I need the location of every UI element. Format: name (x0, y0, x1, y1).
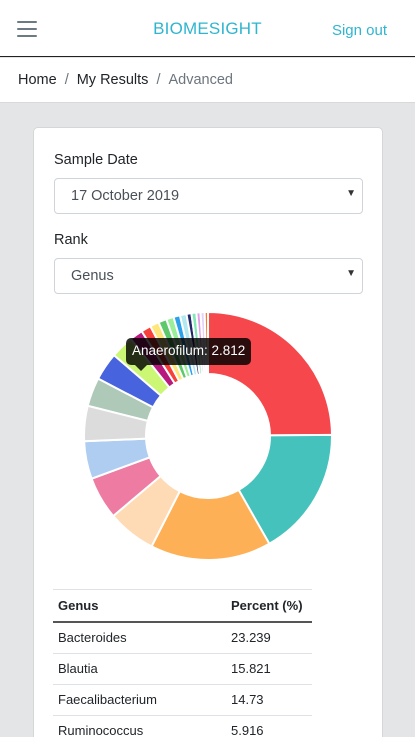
rank-select[interactable]: Genus ▼ (54, 258, 363, 294)
breadcrumb-home[interactable]: Home (18, 72, 57, 88)
sample-date-label: Sample Date (54, 152, 138, 168)
percent-cell: 23.239 (226, 622, 312, 654)
table-row[interactable]: Faecalibacterium 14.73 (53, 684, 312, 716)
genus-cell: Ruminococcus (53, 715, 226, 737)
top-navbar: BIOMESIGHT Sign out (0, 0, 415, 57)
breadcrumb-separator: / (64, 72, 69, 88)
genus-cell: Bacteroides (53, 622, 226, 654)
breadcrumb-advanced: Advanced (168, 72, 233, 88)
genus-cell: Faecalibacterium (53, 684, 226, 716)
sample-date-value: 17 October 2019 (71, 188, 180, 204)
col-header-percent: Percent (%) (226, 589, 312, 623)
col-header-genus: Genus (53, 589, 226, 623)
table-header-row: Genus Percent (%) (53, 589, 312, 623)
breadcrumb: Home / My Results / Advanced (0, 58, 415, 103)
percent-cell: 14.73 (226, 684, 312, 716)
percent-cell: 5.916 (226, 715, 312, 737)
caret-down-icon: ▼ (346, 188, 356, 199)
chart-tooltip: Anaerofilum: 2.812 (126, 338, 252, 371)
hamburger-icon[interactable] (17, 21, 37, 37)
rank-value: Genus (71, 268, 114, 284)
brand-logo[interactable]: BIOMESIGHT (153, 19, 262, 38)
table-row[interactable]: Ruminococcus 5.916 (53, 715, 312, 737)
percent-cell: 15.821 (226, 653, 312, 685)
table-row[interactable]: Bacteroides 23.239 (53, 622, 312, 654)
donut-slice-bacteroides[interactable] (207, 311, 334, 437)
sign-out-link[interactable]: Sign out (331, 22, 387, 39)
rank-label: Rank (54, 232, 88, 248)
sample-date-select[interactable]: 17 October 2019 ▼ (54, 178, 363, 214)
table-row[interactable]: Blautia 15.821 (53, 653, 312, 685)
breadcrumb-my-results[interactable]: My Results (76, 72, 149, 88)
genus-cell: Blautia (53, 653, 226, 685)
genus-table: Genus Percent (%) Bacteroides 23.239 Blau… (53, 589, 312, 737)
breadcrumb-separator: / (156, 72, 161, 88)
caret-down-icon: ▼ (346, 268, 356, 279)
